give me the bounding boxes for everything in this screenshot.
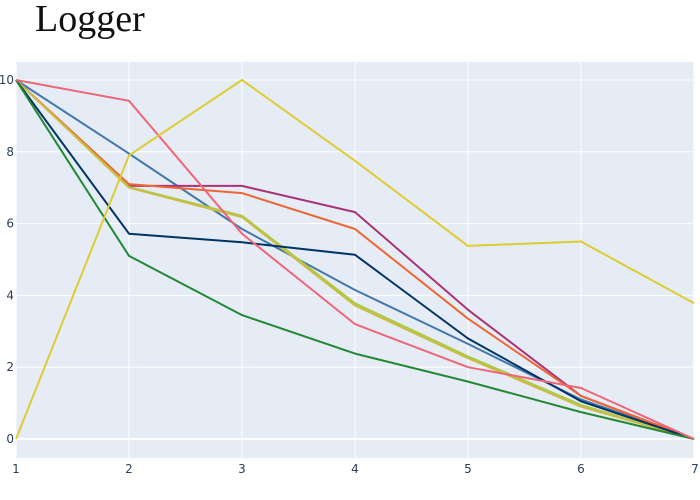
series-line-6 (15, 79, 695, 440)
x-tick-label: 5 (464, 462, 472, 476)
y-tick-label: 6 (6, 217, 14, 231)
y-tick-label: 0 (6, 432, 14, 446)
x-tick-label: 7 (691, 462, 699, 476)
x-tick-label: 3 (238, 462, 246, 476)
series-line-7 (15, 79, 695, 440)
series-line-5 (15, 79, 695, 440)
series-line-9 (15, 79, 695, 440)
grid (15, 62, 695, 458)
x-tick-label: 4 (351, 462, 359, 476)
x-tick-label: 6 (577, 462, 585, 476)
y-tick-label: 2 (6, 360, 14, 374)
x-tick-label: 2 (125, 462, 133, 476)
y-tick-label: 4 (6, 288, 14, 302)
series-line-8 (15, 79, 695, 440)
series-line-1 (15, 79, 695, 440)
y-tick-label: 10 (0, 73, 14, 87)
x-tick-label: 1 (12, 462, 20, 476)
series-layer (15, 79, 695, 440)
series-line-3 (15, 79, 695, 440)
chart-title: Logger (35, 0, 145, 40)
y-tick-label: 8 (6, 145, 14, 159)
